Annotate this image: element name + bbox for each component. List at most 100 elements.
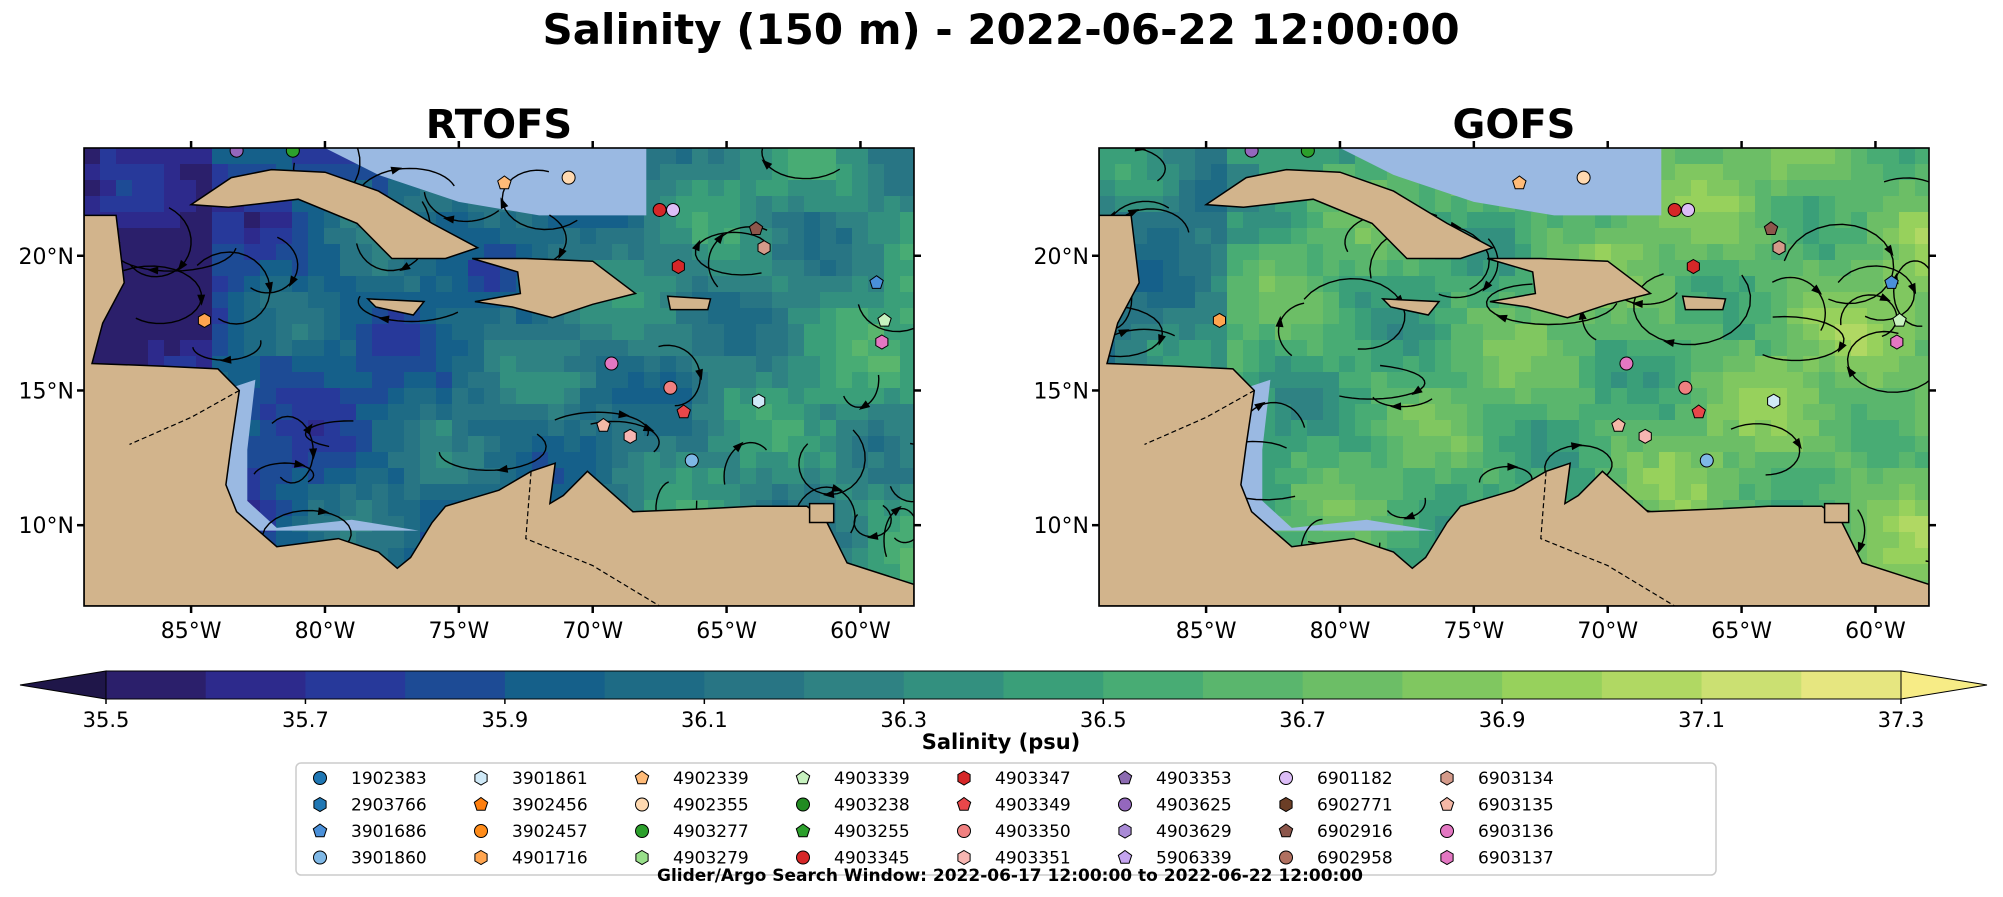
colorbar-bin	[1601, 671, 1703, 699]
y-tick-label: 20°N	[19, 245, 74, 270]
float-4903347	[1686, 258, 1700, 275]
flow-arrow	[378, 315, 390, 324]
colorbar-bin	[1701, 671, 1802, 699]
legend-label: 4901716	[512, 849, 588, 869]
legend-marker	[957, 849, 971, 866]
flow-arrow	[1390, 402, 1402, 411]
flow-arrow	[831, 484, 844, 492]
colorbar-tick-label: 35.7	[282, 708, 329, 732]
bahamas-shelf	[325, 148, 647, 216]
float-6903135	[596, 417, 611, 432]
float-4903625	[229, 148, 244, 158]
legend-label: 6901182	[1317, 769, 1393, 789]
flow-arrow	[1631, 300, 1643, 308]
float-4903625	[1244, 148, 1259, 158]
flow-arrow	[866, 532, 879, 540]
y-tick-label: 10°N	[1034, 514, 1089, 539]
flow-arrow	[1592, 118, 1603, 126]
map-frame	[83, 147, 915, 607]
float-4903339	[877, 312, 892, 327]
legend-frame	[295, 762, 1717, 876]
legend-marker	[1118, 823, 1132, 839]
x-tick-label: 70°W	[1577, 619, 1638, 644]
float-4902339	[1512, 175, 1527, 190]
country-border	[1144, 389, 1255, 445]
flow-arrow	[890, 505, 902, 516]
x-tick-label: 60°W	[1845, 619, 1906, 644]
x-tick-label: 80°W	[295, 619, 356, 644]
flow-arrow	[289, 275, 298, 287]
legend-label: 4903350	[995, 822, 1071, 842]
flow-arrow	[1347, 606, 1357, 617]
flow-arrow	[1857, 541, 1866, 554]
streamline	[893, 537, 914, 544]
float-6903137	[875, 334, 889, 350]
flow-arrow	[1411, 385, 1423, 396]
map-panels: RTOFS 85°W 80°W 75°W 70°W 65°W 60°W 10°N 15°N 20°…	[19, 102, 1957, 644]
flow-arrow	[1837, 341, 1847, 353]
flow-arrow	[442, 215, 455, 224]
float-4902355	[561, 170, 576, 185]
colorbar-bin	[903, 671, 1004, 699]
streamline	[1883, 177, 1929, 183]
streamline	[889, 442, 914, 503]
float-4903345	[652, 202, 667, 217]
flow-arrow	[1496, 314, 1508, 323]
legend-label: 4903353	[1156, 769, 1232, 789]
bahamas-shelf	[1340, 148, 1662, 216]
colorbar-bin	[1801, 671, 1902, 699]
flow-arrow	[309, 448, 318, 460]
y-tick-label: 10°N	[19, 514, 74, 539]
colorbar-bin	[504, 671, 606, 699]
legend-marker	[313, 796, 327, 813]
land-trinidad	[808, 502, 835, 524]
legend-label: 2903766	[351, 796, 427, 816]
flow-arrow	[858, 400, 871, 410]
panel-title: RTOFS	[426, 102, 572, 148]
flow-arrow	[917, 527, 925, 539]
legend-label: 3901861	[512, 769, 588, 789]
x-tick-label: 65°W	[696, 619, 757, 644]
flow-arrow	[197, 294, 206, 306]
flow-arrow	[761, 159, 773, 170]
float-3901860	[684, 453, 699, 468]
float-6902916	[1763, 221, 1779, 235]
flow-arrow	[1663, 339, 1675, 347]
flow-arrow	[1879, 293, 1891, 302]
map-panel-rtofs: RTOFS 85°W 80°W 75°W 70°W 65°W 60°W 10°N 15°N 20°…	[19, 102, 925, 644]
legend-label: 3901860	[351, 849, 427, 869]
flow-arrow	[1946, 579, 1957, 589]
legend-marker	[313, 771, 327, 785]
flow-arrow	[317, 507, 330, 516]
figure-title: Salinity (150 m) - 2022-06-22 12:00:00	[542, 5, 1459, 54]
land-puertorico	[666, 295, 712, 311]
legend-label: 4903238	[834, 796, 910, 816]
colorbar-tick-label: 36.3	[880, 708, 927, 732]
colorbar-bin	[106, 671, 207, 699]
streamline	[857, 304, 914, 333]
float-6903136	[1619, 356, 1634, 371]
flow-arrow	[1570, 442, 1583, 451]
float-4903349	[676, 404, 691, 419]
flow-arrow	[1254, 401, 1266, 412]
flow-arrow	[220, 355, 232, 364]
flow-arrow	[1275, 315, 1284, 328]
colorbar-bin	[604, 671, 705, 699]
float-3901861	[1767, 393, 1781, 409]
colorbar-tick-label: 35.9	[482, 708, 529, 732]
flow-arrow	[1908, 282, 1917, 295]
legend-marker	[312, 823, 328, 838]
country-border	[525, 471, 660, 606]
flow-arrow	[618, 410, 630, 419]
land-jamaica	[1380, 298, 1441, 316]
land-hispaniola	[1486, 257, 1653, 319]
flow-arrow	[1482, 280, 1493, 292]
flow-arrow	[1118, 329, 1130, 338]
legend-label: 4903339	[834, 769, 910, 789]
land-jamaica	[365, 298, 426, 316]
legend-label: 6902771	[1317, 796, 1393, 816]
flow-arrow	[496, 464, 509, 473]
flow-arrow	[642, 423, 655, 432]
flow-arrow	[558, 247, 567, 260]
legend-marker	[1439, 796, 1455, 811]
